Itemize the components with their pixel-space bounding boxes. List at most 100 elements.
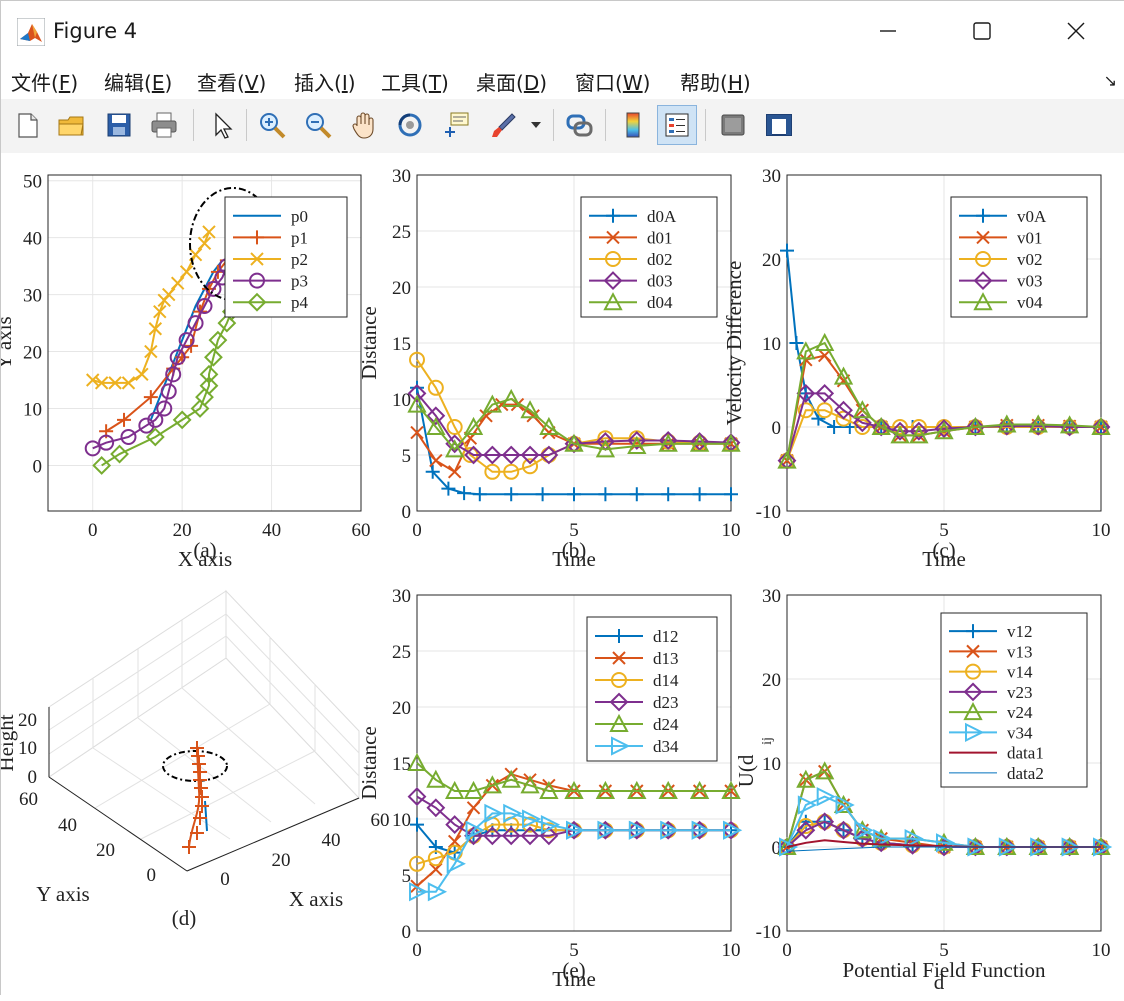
undock-arrow-icon[interactable]: ↘: [1103, 73, 1117, 90]
zoom-in-button[interactable]: [252, 105, 292, 145]
panel-d-ztick: 10: [18, 738, 37, 759]
menu-edit[interactable]: 编辑(E): [104, 71, 173, 95]
data-point-p1: [117, 412, 132, 427]
data-point-v34: [797, 795, 818, 815]
menu-insert[interactable]: 插入(I): [294, 71, 356, 95]
data-point-v0A: [827, 420, 842, 434]
data-cursor-button[interactable]: [436, 105, 476, 145]
data-point-v04: [965, 416, 986, 435]
data-point-d04: [520, 400, 540, 419]
legend-button[interactable]: [657, 105, 697, 145]
panel-a-ytick-label: 50: [23, 172, 42, 193]
data-point-d24: [501, 769, 521, 788]
pan-button[interactable]: [344, 105, 384, 145]
figure-canvas[interactable]: 20 10 0 60 40 20 0 0 20 40 60 Y axis X a…: [0, 153, 1124, 996]
menu-view[interactable]: 查看(V): [197, 71, 267, 95]
data-point-d12: [410, 817, 424, 832]
panel-e-ytick-label: 15: [392, 754, 411, 775]
legend-marker-v0A: [976, 208, 990, 223]
data-point-v34: [873, 828, 893, 849]
menu-file[interactable]: 文件(F): [11, 71, 79, 95]
panel-f-xtick-label: 0: [782, 940, 792, 961]
panel-c-ylabel: Velocity Difference: [722, 261, 746, 426]
legend-marker-d02: [605, 251, 621, 267]
show-plot-tools-button[interactable]: [759, 105, 799, 145]
legend-label-v14: v14: [1007, 663, 1033, 682]
menu-window[interactable]: 窗口(W): [575, 71, 651, 95]
data-point-p4: [199, 376, 219, 396]
legend-marker-d14: [611, 672, 627, 688]
minimize-button[interactable]: [865, 13, 911, 49]
open-file-button[interactable]: [51, 105, 91, 145]
new-figure-icon: [18, 113, 38, 138]
menu-help[interactable]: 帮助(H): [680, 71, 751, 95]
print-button[interactable]: [144, 105, 184, 145]
panel-c-legend[interactable]: v0A v01 v02 v03 v04: [950, 196, 1088, 318]
panel-a-ytick-label: 30: [23, 286, 42, 307]
data-point-d34: [484, 803, 504, 824]
hide-plot-tools-button[interactable]: [713, 105, 753, 145]
panel-b-legend[interactable]: d0A d01 d02 d03 d04: [580, 196, 718, 318]
link-plot-button[interactable]: [559, 105, 599, 145]
panel-f-ytick-label: 30: [762, 586, 781, 607]
new-figure-button[interactable]: [7, 105, 47, 145]
data-point-d0A: [661, 487, 676, 502]
brush-button[interactable]: [483, 105, 523, 145]
panel-a-legend[interactable]: p0 p1 p2 p3 p4: [224, 196, 348, 318]
legend-label-v01: v01: [1017, 228, 1043, 247]
panel-c-series-v04: [777, 332, 1111, 469]
panel-d-ytick: 0: [147, 865, 157, 886]
legend-label-v24: v24: [1007, 703, 1033, 722]
data-point-v03: [909, 421, 929, 441]
panel-c-caption: (c): [932, 538, 955, 562]
data-point-v34: [835, 795, 855, 815]
data-point-d23: [426, 798, 446, 818]
legend-label-data1: data1: [1007, 744, 1044, 763]
legend-label-p2: p2: [291, 250, 308, 269]
data-point-d24: [445, 780, 465, 799]
menu-desktop[interactable]: 桌面(D): [476, 71, 548, 95]
panel-e-ytick-label: 30: [392, 586, 411, 607]
menu-tools[interactable]: 工具(T): [381, 71, 449, 95]
data-point-p3: [138, 417, 155, 434]
rotate-3d-button[interactable]: [390, 105, 430, 145]
data-point-d04: [689, 433, 710, 452]
save-button[interactable]: [99, 105, 139, 145]
data-point-d03: [627, 431, 647, 450]
data-point-p2: [86, 373, 100, 387]
zoom-out-button[interactable]: [298, 105, 338, 145]
data-point-p1: [143, 390, 158, 405]
legend-label-d04: d04: [647, 293, 673, 312]
data-point-v03: [796, 383, 816, 403]
maximize-button[interactable]: [959, 13, 1005, 49]
data-point-p2: [108, 376, 122, 390]
panel-c-xtick-label: 10: [1092, 520, 1111, 541]
legend-marker-p1: [250, 230, 264, 245]
close-button[interactable]: [1053, 13, 1099, 49]
colorbar-button[interactable]: [613, 105, 653, 145]
data-point-v01: [799, 353, 813, 367]
legend-label-p0: p0: [291, 207, 308, 226]
panel-d-xlabel: X axis: [289, 887, 343, 911]
data-point-d02: [503, 463, 520, 480]
panel-d-trajectory-markers: [182, 741, 209, 854]
data-point-d23: [539, 826, 559, 846]
data-point-v24: [815, 761, 835, 780]
panel-b-xlabel: Time: [552, 547, 596, 571]
data-point-d0A: [692, 487, 707, 502]
data-point-d04: [658, 433, 678, 452]
panel-a-ytick-label: 10: [23, 399, 42, 420]
pointer-button[interactable]: [201, 105, 241, 145]
data-point-d04: [501, 388, 521, 407]
data-point-v04: [796, 341, 816, 360]
data-point-v24: [796, 769, 816, 788]
legend-marker-d34: [611, 736, 631, 756]
panel-e-ytick-label: 5: [402, 866, 412, 887]
data-point-d23: [445, 815, 465, 835]
data-cursor-icon: [445, 112, 469, 137]
panel-c-ytick-label: -10: [756, 502, 781, 523]
data-point-d24: [426, 769, 446, 788]
panel-e-legend[interactable]: d12 d13 d14 d23 d24 d34: [586, 616, 718, 762]
brush-dropdown-button[interactable]: [527, 105, 545, 145]
